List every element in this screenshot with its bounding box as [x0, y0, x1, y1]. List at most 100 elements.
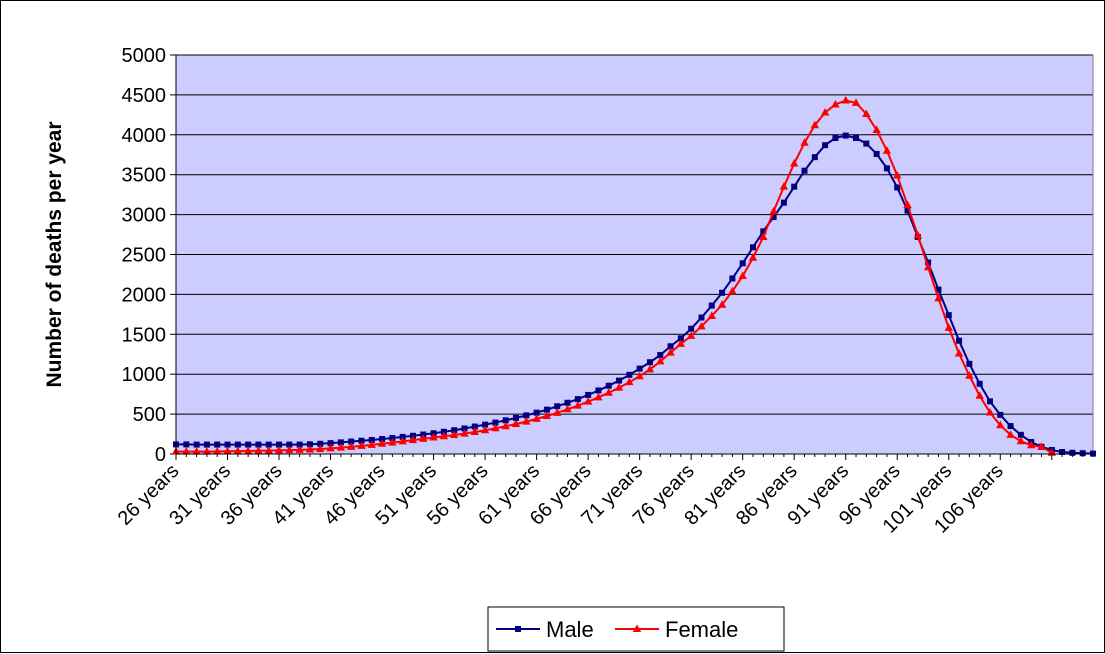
data-point	[389, 435, 396, 442]
data-point	[1016, 436, 1026, 445]
data-point	[1017, 431, 1024, 438]
data-point	[831, 99, 840, 108]
data-point	[305, 445, 315, 453]
data-point	[677, 335, 684, 342]
data-point	[800, 138, 809, 146]
data-point	[728, 286, 737, 295]
data-point	[563, 404, 572, 413]
data-point	[686, 331, 696, 339]
data-point	[327, 440, 334, 447]
data-point	[585, 391, 592, 398]
data-point	[523, 412, 530, 419]
data-point	[667, 343, 674, 350]
data-point	[996, 420, 1005, 429]
data-point	[316, 444, 325, 453]
data-point	[635, 371, 644, 380]
data-point	[811, 154, 818, 161]
data-point	[944, 323, 953, 331]
data-point	[471, 423, 478, 430]
data-point	[573, 401, 583, 409]
data-point	[224, 441, 231, 448]
data-point	[388, 438, 397, 446]
data-point	[470, 427, 479, 435]
data-point	[997, 411, 1004, 418]
data-point	[245, 441, 252, 448]
data-point	[707, 311, 716, 319]
y-tick-label: 1500	[122, 324, 167, 346]
data-point	[822, 142, 829, 149]
data-point	[923, 262, 933, 271]
data-point	[719, 289, 726, 296]
series-layer	[171, 95, 1096, 457]
data-point	[893, 170, 902, 179]
data-point	[543, 406, 550, 413]
data-point	[317, 440, 324, 447]
data-point	[738, 271, 747, 280]
gridlines	[176, 54, 1094, 454]
data-point	[954, 348, 964, 357]
data-point	[515, 626, 521, 632]
data-point	[976, 380, 983, 387]
data-point	[223, 446, 232, 455]
data-point	[183, 441, 190, 448]
data-point	[872, 125, 881, 134]
series-female	[171, 95, 1056, 456]
data-point	[646, 359, 653, 366]
data-point	[491, 423, 500, 432]
data-point	[595, 387, 602, 394]
data-point	[337, 439, 344, 446]
data-point	[604, 388, 613, 396]
data-point	[853, 134, 860, 141]
data-point	[182, 447, 191, 455]
data-point	[748, 253, 758, 261]
y-tick-label: 500	[133, 404, 166, 426]
data-point	[759, 232, 768, 240]
data-point	[501, 421, 510, 430]
data-point	[306, 441, 313, 448]
data-point	[636, 365, 643, 372]
data-point	[449, 430, 459, 439]
data-point	[882, 146, 892, 154]
data-point	[842, 132, 849, 139]
data-point	[214, 441, 221, 448]
data-point	[676, 339, 686, 347]
data-point	[439, 431, 449, 440]
y-tick-label: 4000	[122, 125, 167, 147]
data-point	[492, 419, 499, 426]
data-point	[614, 383, 624, 391]
data-point	[698, 314, 705, 321]
data-point	[925, 259, 932, 266]
data-point	[511, 419, 521, 427]
data-point	[626, 371, 633, 378]
data-point	[656, 356, 665, 365]
data-point	[903, 200, 912, 209]
legend-label: Female	[665, 617, 738, 642]
data-point	[522, 417, 531, 425]
data-point	[502, 417, 509, 424]
data-point	[945, 312, 952, 319]
legend-item-female: Female	[615, 617, 738, 642]
data-point	[482, 421, 489, 428]
legend-item-male: Male	[496, 617, 594, 642]
data-point	[367, 440, 376, 448]
data-point	[770, 213, 777, 220]
data-point	[276, 441, 283, 448]
data-point	[760, 228, 767, 235]
data-point	[956, 337, 963, 344]
data-point	[255, 441, 262, 448]
data-point	[419, 434, 428, 442]
data-point	[295, 445, 304, 453]
data-point	[688, 325, 695, 332]
y-tick-label: 3500	[122, 165, 167, 187]
data-point	[779, 182, 789, 190]
data-point	[645, 364, 655, 373]
data-point	[296, 441, 303, 448]
data-point	[986, 398, 993, 405]
data-point	[862, 109, 871, 118]
data-point	[913, 230, 923, 239]
data-point	[408, 435, 418, 444]
data-point	[264, 446, 273, 454]
data-point	[810, 120, 820, 129]
data-point	[616, 377, 623, 384]
